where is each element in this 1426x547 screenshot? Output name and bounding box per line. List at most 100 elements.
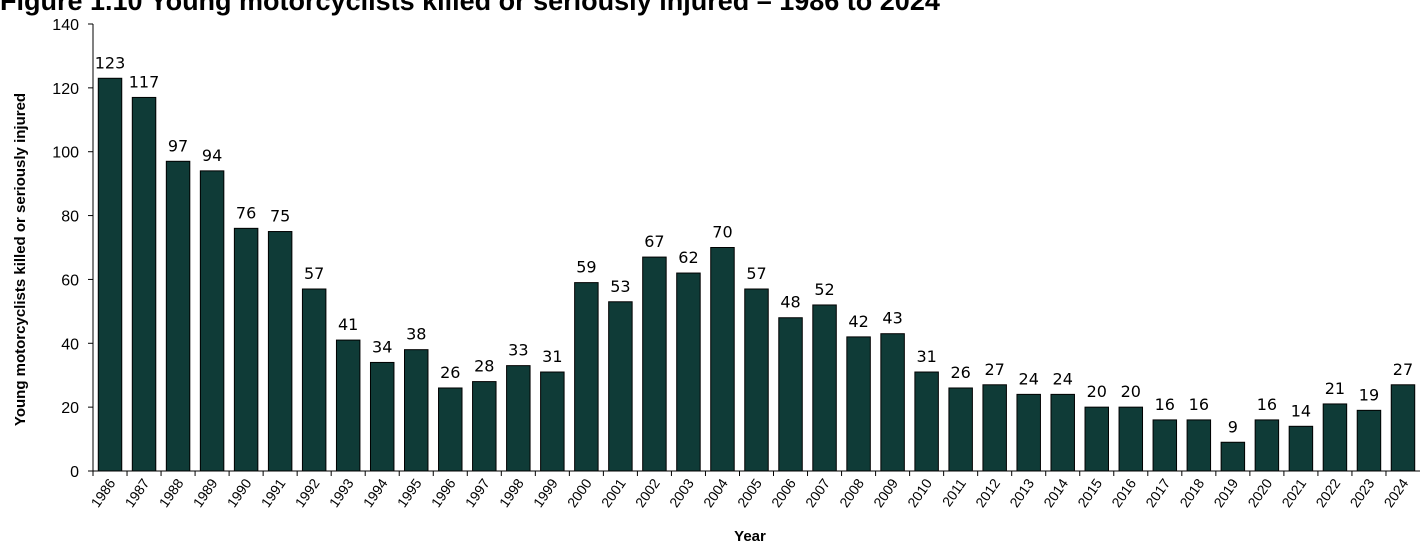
x-tick-label: 2004 [700,475,731,510]
y-axis-title: Young motorcyclists killed or seriously … [12,93,29,426]
data-label-1991: 75 [270,207,290,226]
bar-1988 [165,160,191,472]
y-tick-label: 0 [70,464,79,481]
x-tick-label: 2006 [768,475,799,510]
x-tick-label: 1989 [190,475,221,510]
data-label-2008: 42 [848,312,868,331]
bar-2021 [1288,425,1314,472]
bar-1997 [472,381,497,472]
data-label-2009: 43 [882,309,902,328]
y-ticks: 0 20 40 60 80 100 120 140 [52,17,93,481]
x-tick-label: 1988 [156,475,187,510]
x-tick-label: 1992 [292,475,323,510]
data-label-1989: 94 [202,146,222,165]
bar-2008 [846,336,871,472]
data-label-1993: 41 [338,315,358,334]
x-axis-title: Year [734,528,766,545]
x-tick-label: 1987 [122,475,153,510]
bar-1996 [438,387,463,472]
bar-1999 [540,371,565,472]
bar-1993 [335,339,361,472]
bar-2004 [710,247,735,472]
bar-1995 [404,349,429,472]
x-tick-label: 2008 [836,475,867,510]
x-tick-label: 2024 [1380,475,1411,510]
x-tick-label: 1998 [496,475,527,510]
data-label-2018: 16 [1189,395,1209,414]
x-tick-label: 1994 [360,475,391,510]
data-label-2012: 27 [984,360,1004,379]
data-label-2004: 70 [712,223,732,242]
x-tick-label: 2023 [1346,475,1377,510]
data-label-1988: 97 [168,136,188,155]
y-tick-label: 120 [52,81,79,98]
data-label-1998: 33 [508,341,528,360]
data-label-2017: 16 [1155,395,1175,414]
bar-2002 [642,256,667,472]
data-label-2011: 26 [950,363,970,382]
data-label-2013: 24 [1019,369,1039,388]
x-tick-label: 1990 [224,475,255,510]
bar-2006 [778,317,803,472]
bar-1987 [131,96,157,472]
x-tick-label: 1999 [530,475,561,510]
x-tick-label: 2009 [870,475,901,510]
bar-1986 [97,77,123,472]
data-label-2024: 27 [1393,360,1413,379]
data-label-1999: 31 [542,347,562,366]
bar-2024 [1390,384,1416,472]
x-tick-label: 2014 [1040,475,1071,510]
bar-2013 [1016,393,1041,472]
data-label-1995: 38 [406,325,426,344]
y-tick-label: 100 [52,145,79,162]
x-tick-label: 2001 [598,475,629,510]
bar-2001 [608,301,633,472]
x-tick-label: 1995 [394,475,425,510]
bar-1992 [301,288,327,472]
y-tick-label: 40 [61,336,79,353]
data-label-1990: 76 [236,203,256,222]
data-label-2005: 57 [746,264,766,283]
x-tick-label: 1996 [428,475,459,510]
bar-2010 [914,371,939,472]
data-label-2014: 24 [1053,369,1073,388]
data-label-2006: 48 [780,293,800,312]
x-tick-label: 2019 [1210,475,1241,510]
x-tick-label: 2016 [1108,475,1139,510]
bar-2020 [1254,419,1280,472]
data-label-1996: 26 [440,363,460,382]
bar-1998 [506,365,531,472]
data-label-2001: 53 [610,277,630,296]
x-tick-label: 2000 [564,475,595,510]
x-tick-label: 2020 [1244,475,1275,510]
bar-2005 [744,288,769,472]
data-label-1997: 28 [474,357,494,376]
data-label-1987: 117 [129,72,160,91]
data-label-2000: 59 [576,258,596,277]
bar-2016 [1118,406,1144,472]
x-tick-label: 2021 [1278,475,1309,510]
x-tick-label: 1991 [258,475,289,510]
x-tick-label: 2013 [1006,475,1037,510]
x-tick-label: 1997 [462,475,493,510]
x-tick-label: 2022 [1312,475,1343,510]
bar-2003 [676,272,701,472]
y-tick-label: 80 [61,209,79,226]
x-tick-label: 2003 [666,475,697,510]
data-label-2015: 20 [1087,382,1107,401]
x-tick-label: 2015 [1074,475,1105,510]
bar-2022 [1322,403,1348,472]
x-tick-label: 2010 [904,475,935,510]
bar-2007 [812,304,837,472]
bar-2000 [574,282,599,472]
x-tick-label: 2005 [734,475,765,510]
bar-2014 [1050,393,1075,472]
y-tick-label: 140 [52,17,79,34]
bar-2019 [1220,441,1246,472]
data-label-2021: 14 [1291,401,1311,420]
bars [97,77,1416,472]
x-tick-label: 2011 [939,475,969,509]
data-label-2003: 62 [678,248,698,267]
bar-1994 [369,361,395,472]
